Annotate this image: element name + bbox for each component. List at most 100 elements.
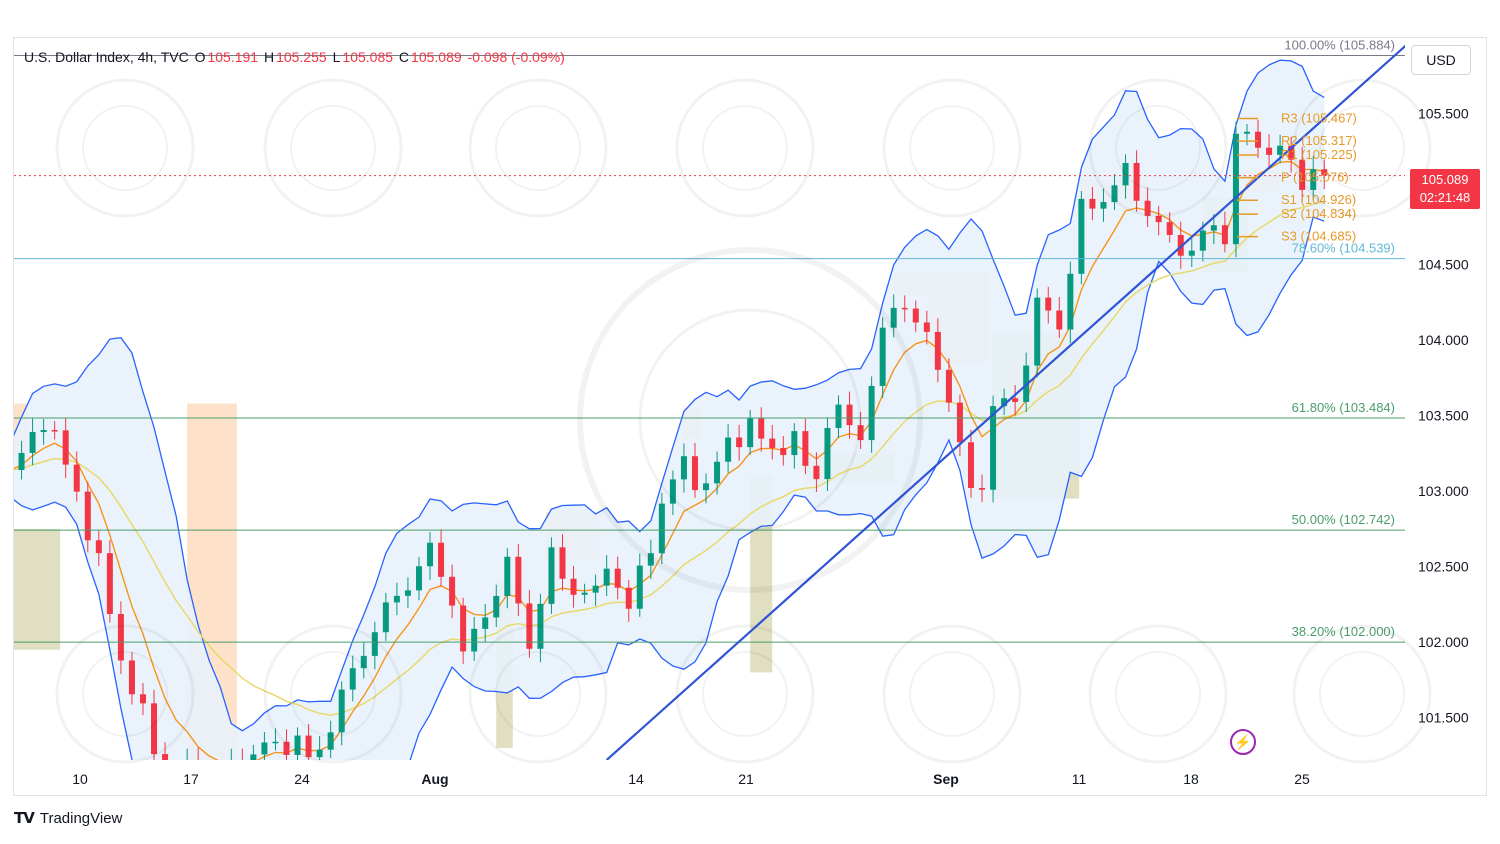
candle (316, 736, 323, 760)
watermark-seal-icon (1115, 651, 1201, 737)
candle (493, 584, 500, 628)
candle (84, 481, 91, 553)
watermark-seal-icon (1088, 78, 1228, 218)
watermark-seal-icon (1319, 105, 1405, 191)
y-tick-label: 102.000 (1418, 634, 1469, 650)
candle-body (162, 754, 169, 760)
candle (1056, 297, 1063, 338)
x-tick-label: 10 (72, 771, 88, 787)
candle (658, 492, 665, 565)
candle-body (846, 404, 853, 426)
watermark-seal-icon (1319, 651, 1405, 737)
candle-body (427, 542, 434, 567)
candle-body (327, 732, 334, 750)
x-tick-label: 14 (628, 771, 644, 787)
candle-body (835, 404, 842, 428)
candle-body (139, 694, 146, 704)
y-tick-label: 102.500 (1418, 559, 1469, 575)
pivot-label: S2 (104.834) (1281, 206, 1356, 221)
candle (669, 470, 676, 515)
candle (139, 682, 146, 716)
candle (824, 417, 831, 491)
watermark-seal-icon (82, 651, 168, 737)
candle-body (84, 491, 91, 541)
candle-body (1056, 310, 1063, 330)
candle (603, 555, 610, 597)
candle (1100, 188, 1107, 222)
candle (460, 597, 467, 664)
x-tick-label: Sep (933, 771, 959, 787)
candle (206, 768, 212, 798)
fib-label: 38.20% (102.000) (1292, 624, 1395, 639)
candle-body (8, 462, 14, 470)
candle-body (1188, 250, 1195, 256)
candle (504, 548, 511, 609)
candle-body (482, 617, 489, 629)
candle-body (515, 556, 522, 604)
candle (117, 601, 124, 675)
pivot-label: R1 (105.225) (1281, 147, 1357, 162)
candle-body (338, 689, 345, 733)
x-tick-label: 24 (294, 771, 310, 787)
candle (40, 418, 47, 445)
candle (1155, 205, 1162, 236)
candle (1266, 134, 1273, 169)
candle (283, 729, 290, 760)
candle-body (824, 427, 831, 480)
high-label: H (263, 49, 275, 65)
candle (73, 451, 80, 502)
candle (703, 473, 710, 504)
low-label: L (332, 49, 341, 65)
candle-body (1232, 133, 1239, 245)
candle (415, 557, 422, 601)
candle-body (725, 437, 732, 462)
candle (868, 376, 875, 453)
pivot-label: R2 (105.317) (1281, 133, 1357, 148)
candle (691, 442, 698, 498)
last-price-value: 105.089 (1421, 172, 1469, 187)
candle-body (537, 603, 544, 649)
candle (1012, 385, 1019, 416)
watermark-seal-icon (909, 105, 995, 191)
candle-body (879, 327, 886, 386)
candle (680, 443, 687, 493)
bollinger-lower (14, 216, 1325, 760)
candle (526, 590, 533, 658)
candle (95, 530, 102, 566)
candle-body (316, 749, 323, 758)
candle (747, 410, 754, 456)
candle (217, 766, 223, 786)
candle (1045, 286, 1052, 324)
candle (846, 391, 853, 439)
candle-body (1299, 159, 1306, 190)
candle-body (460, 605, 467, 652)
candle (8, 455, 14, 484)
pivot-label: S3 (104.685) (1281, 229, 1356, 244)
candle (427, 531, 434, 580)
candle (186, 748, 188, 760)
candle (230, 748, 232, 760)
candle (250, 744, 257, 760)
watermark-seal-icon (495, 651, 581, 737)
candle (1166, 212, 1173, 243)
last-price-tag: 105.089 02:21:48 (1410, 169, 1480, 209)
candle-body (901, 307, 908, 310)
candle (51, 421, 58, 440)
candle-body (239, 762, 245, 775)
candle-body (1122, 162, 1129, 186)
watermark-seal-icon (468, 78, 608, 218)
candle-body (393, 595, 400, 603)
candle-body (956, 402, 963, 443)
candle (1288, 136, 1295, 173)
currency-button[interactable]: USD (1411, 45, 1471, 75)
candle-body (1133, 162, 1140, 201)
candle (239, 748, 245, 775)
candle (294, 727, 301, 760)
watermark-seal-icon (1088, 624, 1228, 764)
open-label: O (194, 49, 206, 65)
lightning-icon[interactable]: ⚡ (1230, 729, 1256, 755)
candle-body (658, 503, 665, 554)
pivot-label: S1 (104.926) (1281, 192, 1356, 207)
tradingview-brand[interactable]: TV TradingView (14, 809, 122, 827)
